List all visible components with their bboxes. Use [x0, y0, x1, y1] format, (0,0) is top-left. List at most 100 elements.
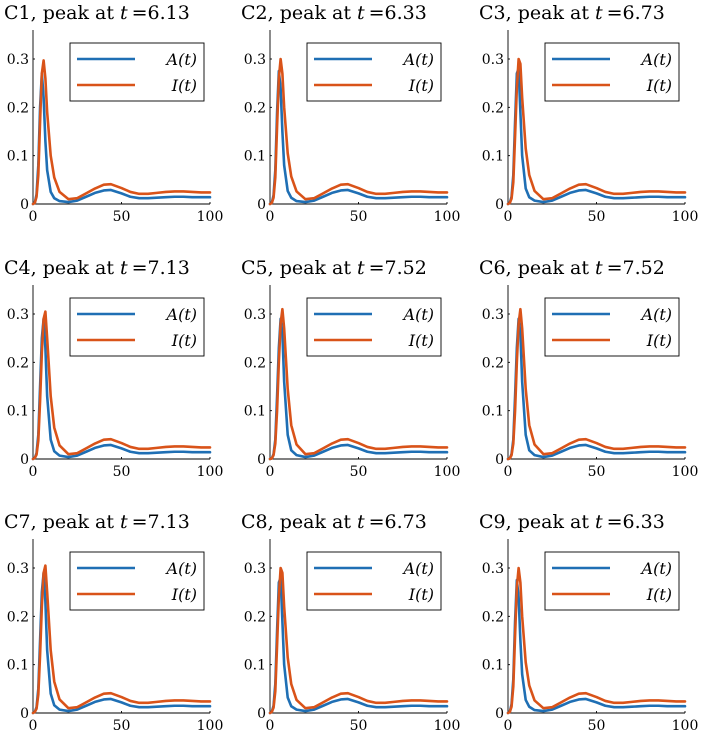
legend-label-i: I(t)	[408, 76, 434, 95]
y-tick-label: 0	[495, 706, 504, 722]
y-tick-label: 0.2	[244, 100, 266, 116]
y-tick-label: 0	[257, 706, 266, 722]
y-tick-label: 0.1	[244, 658, 266, 674]
y-tick-label: 0.1	[482, 658, 504, 674]
legend-label-i: I(t)	[646, 585, 672, 604]
chart-title: C5, peak at t =7.52	[241, 257, 427, 279]
title-variable: t	[120, 257, 128, 279]
title-prefix: C4, peak at	[4, 257, 114, 279]
title-variable: t	[357, 2, 365, 24]
title-variable: t	[595, 511, 603, 533]
series-line-i	[268, 566, 449, 715]
title-peak-value: =6.73	[369, 511, 427, 533]
chart-panel-c9: C9, peak at t =6.33 0 0.1 0.2 0.3 0 50 100 A(t) I(t…	[479, 511, 698, 734]
y-tick-label: 0.3	[244, 307, 266, 323]
legend-label-i: I(t)	[646, 331, 672, 350]
x-tick-label: 0	[504, 718, 513, 734]
chart-panel-c6: C6, peak at t =7.52 0 0.1 0.2 0.3 0 50 100 A(t) I(t…	[479, 257, 698, 480]
x-tick-label: 0	[504, 209, 513, 225]
legend-box	[69, 42, 205, 102]
y-tick-label: 0.1	[7, 658, 29, 674]
legend-label-a: A(t)	[165, 50, 197, 69]
y-tick-label: 0	[20, 706, 29, 722]
y-tick-label: 0.2	[244, 355, 266, 371]
legend-label-a: A(t)	[640, 50, 672, 69]
y-tick-label: 0	[495, 197, 504, 213]
y-tick-label: 0.1	[482, 404, 504, 420]
y-tick-label: 0.3	[482, 307, 504, 323]
series-line-i	[506, 307, 687, 461]
title-peak-value: =7.13	[132, 257, 190, 279]
y-tick-label: 0.2	[482, 355, 504, 371]
chart-title: C1, peak at t =6.13	[4, 2, 190, 24]
legend-label-a: A(t)	[402, 559, 434, 578]
y-tick-label: 0.3	[7, 52, 29, 68]
legend-box	[69, 551, 205, 611]
title-variable: t	[595, 257, 603, 279]
title-variable: t	[120, 511, 128, 533]
y-tick-label: 0.3	[482, 52, 504, 68]
chart-panel-c3: C3, peak at t =6.73 0 0.1 0.2 0.3 0 50 100 A(t) I(t…	[479, 2, 698, 225]
y-tick-label: 0.3	[244, 561, 266, 577]
x-tick-label: 100	[672, 209, 699, 225]
title-prefix: C1, peak at	[4, 2, 114, 24]
y-tick-label: 0	[20, 197, 29, 213]
x-tick-label: 0	[266, 209, 275, 225]
series-line-i	[268, 307, 449, 461]
y-tick-label: 0.1	[244, 404, 266, 420]
x-tick-label: 100	[672, 464, 699, 480]
chart-title: C4, peak at t =7.13	[4, 257, 190, 279]
y-tick-label: 0	[257, 452, 266, 468]
legend-label-a: A(t)	[165, 305, 197, 324]
title-prefix: C9, peak at	[479, 511, 589, 533]
y-tick-label: 0.2	[7, 355, 29, 371]
chart-title: C8, peak at t =6.73	[241, 511, 427, 533]
legend-label-i: I(t)	[171, 76, 197, 95]
x-tick-label: 50	[588, 464, 606, 480]
title-prefix: C3, peak at	[479, 2, 589, 24]
x-tick-label: 50	[350, 718, 368, 734]
y-tick-label: 0.1	[244, 149, 266, 165]
y-tick-label: 0.3	[482, 561, 504, 577]
legend-box	[306, 551, 442, 611]
x-tick-label: 0	[29, 464, 38, 480]
y-tick-label: 0.1	[482, 149, 504, 165]
x-tick-label: 100	[434, 464, 461, 480]
chart-title: C7, peak at t =7.13	[4, 511, 190, 533]
title-prefix: C8, peak at	[241, 511, 351, 533]
y-tick-label: 0.3	[244, 52, 266, 68]
y-tick-label: 0.2	[7, 609, 29, 625]
y-tick-label: 0.2	[7, 100, 29, 116]
chart-panel-c5: C5, peak at t =7.52 0 0.1 0.2 0.3 0 50 100 A(t) I(t…	[241, 257, 460, 480]
chart-title: C3, peak at t =6.73	[479, 2, 665, 24]
chart-panel-c7: C7, peak at t =7.13 0 0.1 0.2 0.3 0 50 100 A(t) I(t…	[4, 511, 223, 734]
x-tick-label: 0	[29, 209, 38, 225]
y-tick-label: 0	[495, 452, 504, 468]
legend-label-i: I(t)	[171, 585, 197, 604]
y-tick-label: 0.1	[7, 149, 29, 165]
chart-panel-c4: C4, peak at t =7.13 0 0.1 0.2 0.3 0 50 100 A(t) I(t…	[4, 257, 223, 480]
chart-panel-c8: C8, peak at t =6.73 0 0.1 0.2 0.3 0 50 100 A(t) I(t…	[241, 511, 460, 734]
y-tick-label: 0.2	[482, 609, 504, 625]
legend-label-i: I(t)	[646, 76, 672, 95]
x-tick-label: 100	[197, 718, 224, 734]
legend-box	[544, 551, 680, 611]
title-prefix: C5, peak at	[241, 257, 351, 279]
y-tick-label: 0.3	[7, 307, 29, 323]
x-tick-label: 50	[113, 209, 131, 225]
x-tick-label: 100	[434, 209, 461, 225]
legend-label-a: A(t)	[165, 559, 197, 578]
title-variable: t	[120, 2, 128, 24]
x-tick-label: 50	[588, 209, 606, 225]
x-tick-label: 0	[266, 718, 275, 734]
x-tick-label: 0	[266, 464, 275, 480]
x-tick-label: 100	[672, 718, 699, 734]
legend-label-a: A(t)	[402, 305, 434, 324]
x-tick-label: 0	[29, 718, 38, 734]
legend-box	[306, 297, 442, 357]
title-variable: t	[357, 257, 365, 279]
y-tick-label: 0.2	[482, 100, 504, 116]
series-line-i	[506, 57, 687, 206]
legend-label-i: I(t)	[408, 331, 434, 350]
